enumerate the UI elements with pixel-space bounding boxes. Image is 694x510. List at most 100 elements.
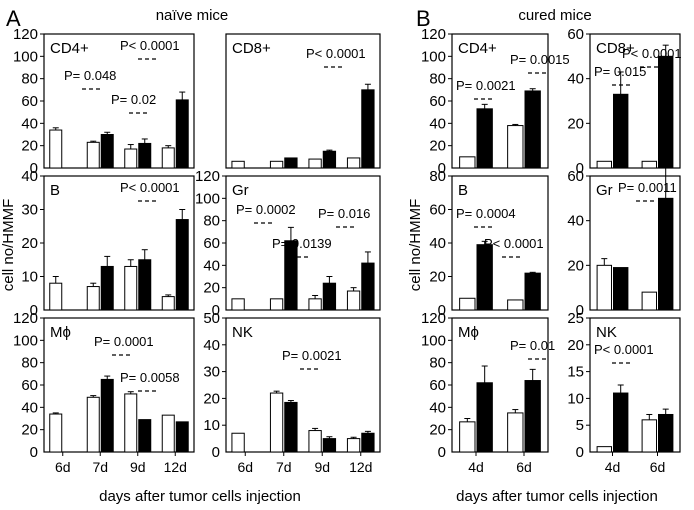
p-value-annotation: P= 0.0139 bbox=[272, 236, 332, 251]
x-tick-label: 7d bbox=[92, 459, 108, 475]
bar bbox=[361, 262, 375, 311]
bar bbox=[658, 197, 674, 311]
bar bbox=[507, 412, 524, 453]
panel-label: NK bbox=[232, 324, 253, 341]
x-tick-label: 6d bbox=[55, 459, 71, 475]
x-tick-label: 12d bbox=[164, 459, 187, 475]
bar bbox=[507, 125, 524, 169]
bar bbox=[641, 419, 657, 453]
panel-a-letter: A bbox=[6, 6, 21, 31]
y-tick-label: 120 bbox=[13, 310, 38, 327]
x-tick-label: 6d bbox=[650, 459, 666, 475]
p-value-annotation: P= 0.015 bbox=[594, 64, 646, 79]
bar bbox=[86, 141, 100, 169]
bar bbox=[476, 108, 493, 169]
y-tick-label: 20 bbox=[567, 115, 584, 132]
y-tick-label: 120 bbox=[195, 168, 220, 185]
bar bbox=[124, 265, 138, 311]
panel-frame bbox=[225, 317, 381, 453]
bar bbox=[322, 282, 337, 311]
bar bbox=[124, 393, 138, 453]
bar bbox=[49, 129, 63, 169]
bar bbox=[269, 298, 284, 311]
bar bbox=[322, 150, 337, 169]
bar bbox=[138, 259, 152, 311]
x-tick-label: 7d bbox=[276, 459, 292, 475]
bar bbox=[284, 240, 298, 311]
y-tick-label: 40 bbox=[21, 115, 38, 132]
bar bbox=[231, 298, 245, 311]
bar bbox=[613, 392, 629, 453]
panel-frame bbox=[225, 33, 381, 169]
y-tick-label: 80 bbox=[203, 213, 220, 230]
x-tick-label: 4d bbox=[605, 459, 621, 475]
y-tick-label: 0 bbox=[576, 302, 584, 319]
p-value-annotation: P= 0.0021 bbox=[456, 78, 516, 93]
y-tick-label: 20 bbox=[429, 138, 446, 155]
panel-label: CD8+ bbox=[232, 40, 271, 57]
y-tick-label: 0 bbox=[438, 302, 446, 319]
bar bbox=[308, 430, 322, 453]
y-tick-label: 120 bbox=[13, 26, 38, 43]
p-value-annotation: P= 0.02 bbox=[111, 92, 156, 107]
y-tick-label: 15 bbox=[567, 364, 584, 381]
bar bbox=[658, 55, 674, 169]
y-tick-label: 120 bbox=[421, 26, 446, 43]
y-tick-label: 40 bbox=[429, 235, 446, 252]
y-tick-label: 20 bbox=[21, 235, 38, 252]
p-value-annotation: P< 0.0001 bbox=[306, 46, 366, 61]
bar bbox=[524, 272, 541, 311]
bar bbox=[596, 446, 612, 453]
x-tick-label: 4d bbox=[468, 459, 484, 475]
bar bbox=[231, 432, 245, 453]
bar bbox=[308, 298, 322, 311]
bar bbox=[100, 265, 114, 311]
x-axis-label-b: days after tumor cells injection bbox=[456, 488, 658, 505]
p-value-annotation: P= 0.0058 bbox=[120, 370, 180, 385]
y-tick-label: 40 bbox=[567, 213, 584, 230]
y-tick-label: 0 bbox=[30, 444, 38, 461]
y-tick-label: 60 bbox=[21, 377, 38, 394]
panel-label: CD8+ bbox=[596, 40, 635, 57]
bar bbox=[124, 148, 138, 169]
y-tick-label: 40 bbox=[567, 71, 584, 88]
bar bbox=[476, 382, 493, 453]
y-tick-label: 80 bbox=[429, 355, 446, 372]
bar bbox=[308, 158, 322, 169]
panel-label: NK bbox=[596, 324, 617, 341]
y-tick-label: 20 bbox=[203, 390, 220, 407]
panel-label: Gr bbox=[232, 182, 249, 199]
y-tick-label: 80 bbox=[21, 71, 38, 88]
y-tick-label: 0 bbox=[438, 444, 446, 461]
bar bbox=[361, 89, 375, 169]
bar bbox=[161, 296, 175, 311]
y-tick-label: 60 bbox=[429, 93, 446, 110]
y-tick-label: 60 bbox=[203, 235, 220, 252]
x-tick-label: 9d bbox=[130, 459, 146, 475]
bar bbox=[346, 290, 361, 311]
bar bbox=[231, 160, 245, 169]
y-tick-label: 60 bbox=[429, 377, 446, 394]
y-tick-label: 40 bbox=[429, 399, 446, 416]
y-tick-label: 80 bbox=[429, 168, 446, 185]
y-tick-label: 60 bbox=[567, 26, 584, 43]
y-tick-label: 100 bbox=[421, 332, 446, 349]
p-value-annotation: P= 0.0002 bbox=[236, 202, 296, 217]
p-value-annotation: P< 0.0001 bbox=[594, 342, 654, 357]
y-tick-label: 0 bbox=[30, 160, 38, 177]
panel-b-title: cured mice bbox=[518, 7, 591, 24]
panel-label: B bbox=[50, 182, 60, 199]
bar bbox=[361, 432, 375, 453]
bar bbox=[100, 378, 114, 453]
y-tick-label: 50 bbox=[203, 310, 220, 327]
p-value-annotation: P< 0.0001 bbox=[484, 236, 544, 251]
y-tick-label: 100 bbox=[13, 332, 38, 349]
y-tick-label: 20 bbox=[567, 337, 584, 354]
y-tick-label: 5 bbox=[576, 417, 584, 434]
p-value-annotation: P= 0.048 bbox=[64, 68, 116, 83]
y-tick-label: 30 bbox=[21, 202, 38, 219]
bar bbox=[346, 438, 361, 453]
bar bbox=[613, 267, 629, 311]
panel-a-title: naïve mice bbox=[156, 7, 229, 24]
